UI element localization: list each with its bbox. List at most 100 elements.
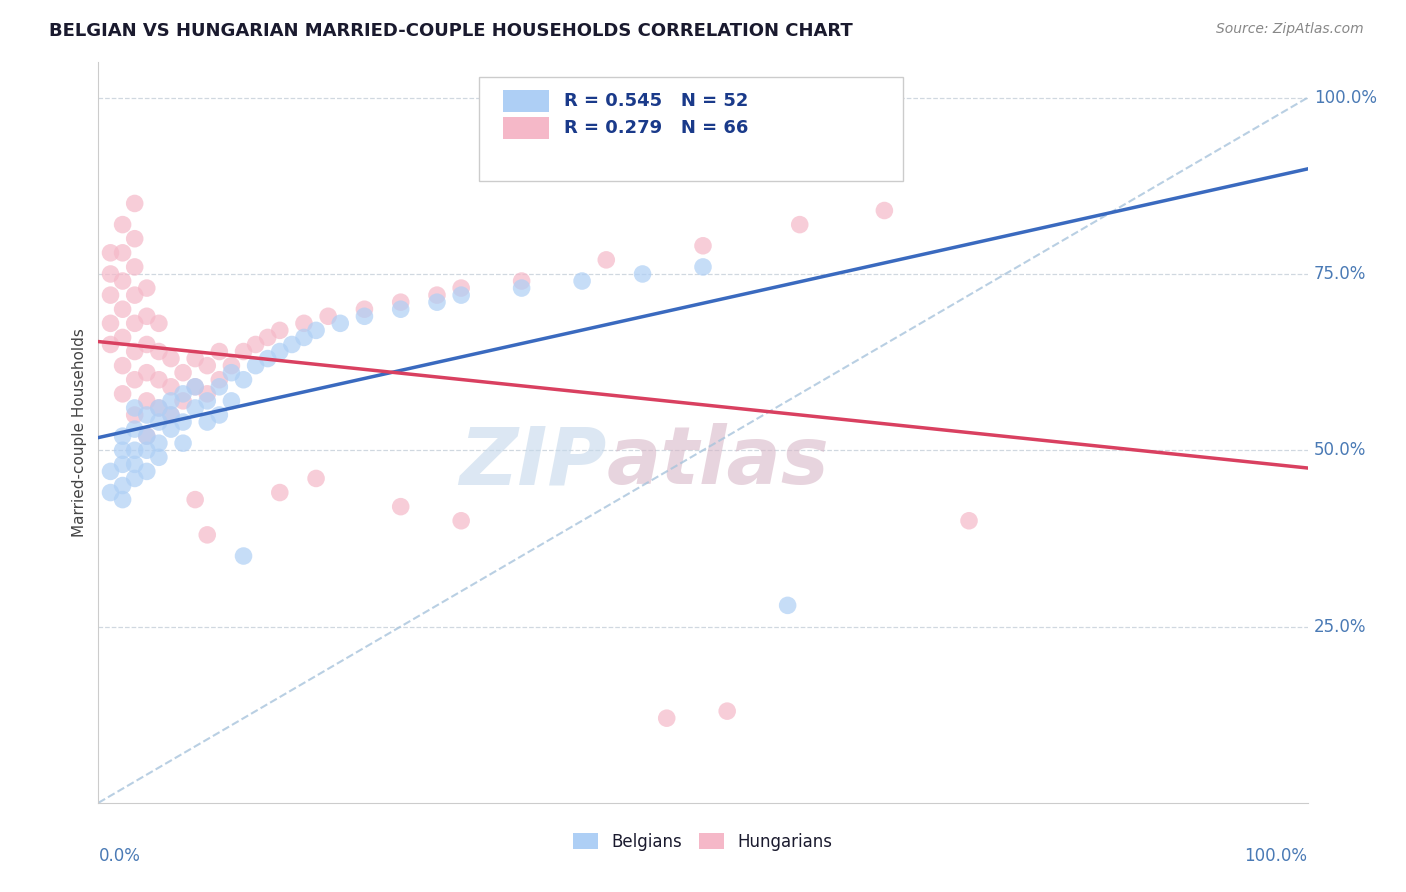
Point [450, 514, 472, 528]
Point [160, 408, 183, 422]
Point [184, 380, 207, 394]
Point [124, 344, 146, 359]
Point [111, 218, 134, 232]
Y-axis label: Married-couple Households: Married-couple Households [72, 328, 87, 537]
Point [305, 323, 328, 337]
Point [232, 373, 254, 387]
Text: 100.0%: 100.0% [1244, 847, 1308, 865]
Point [389, 500, 412, 514]
Point [124, 471, 146, 485]
Point [111, 274, 134, 288]
Point [135, 337, 157, 351]
Point [124, 260, 146, 274]
Point [631, 267, 654, 281]
Point [100, 288, 122, 302]
Point [111, 443, 134, 458]
Point [195, 393, 218, 408]
Point [135, 429, 157, 443]
Point [160, 393, 183, 408]
Point [195, 415, 218, 429]
Point [160, 422, 183, 436]
Point [148, 436, 170, 450]
Point [124, 373, 146, 387]
Point [389, 295, 412, 310]
Point [148, 450, 170, 465]
Point [195, 359, 218, 373]
Point [510, 274, 533, 288]
Point [716, 704, 738, 718]
Point [135, 443, 157, 458]
Point [172, 436, 194, 450]
Point [172, 366, 194, 380]
Point [184, 401, 207, 415]
Point [135, 429, 157, 443]
Point [184, 351, 207, 366]
Point [124, 316, 146, 330]
Point [510, 281, 533, 295]
Point [245, 337, 267, 351]
Point [292, 316, 315, 330]
Point [269, 344, 291, 359]
Point [124, 458, 146, 472]
Point [100, 245, 122, 260]
Point [353, 310, 375, 324]
Bar [503, 90, 550, 112]
Text: R = 0.545   N = 52: R = 0.545 N = 52 [564, 92, 748, 110]
Point [111, 492, 134, 507]
Point [148, 401, 170, 415]
Point [269, 323, 291, 337]
Point [221, 366, 243, 380]
Point [195, 387, 218, 401]
Point [148, 373, 170, 387]
Point [111, 478, 134, 492]
Point [776, 599, 799, 613]
Point [595, 252, 617, 267]
Point [329, 316, 352, 330]
Point [124, 401, 146, 415]
Point [655, 711, 678, 725]
Point [148, 401, 170, 415]
Point [148, 316, 170, 330]
Point [111, 458, 134, 472]
Point [208, 380, 231, 394]
Text: R = 0.279   N = 66: R = 0.279 N = 66 [564, 120, 748, 137]
Point [692, 260, 714, 274]
Point [184, 492, 207, 507]
Point [208, 408, 231, 422]
Point [221, 393, 243, 408]
Point [281, 337, 304, 351]
Text: 25.0%: 25.0% [1313, 617, 1367, 635]
Text: ZIP: ZIP [458, 423, 606, 501]
Point [957, 514, 980, 528]
Point [221, 359, 243, 373]
Point [208, 373, 231, 387]
Point [450, 288, 472, 302]
Text: 0.0%: 0.0% [98, 847, 141, 865]
Point [148, 415, 170, 429]
Point [111, 245, 134, 260]
Point [232, 344, 254, 359]
Point [124, 422, 146, 436]
Point [111, 387, 134, 401]
Point [789, 218, 811, 232]
Text: 50.0%: 50.0% [1313, 442, 1367, 459]
Point [111, 302, 134, 317]
Point [124, 443, 146, 458]
Point [208, 344, 231, 359]
Point [172, 393, 194, 408]
Point [873, 203, 896, 218]
Point [172, 415, 194, 429]
Point [100, 464, 122, 478]
Point [124, 196, 146, 211]
Bar [503, 117, 550, 139]
Point [135, 464, 157, 478]
Point [353, 302, 375, 317]
Point [135, 408, 157, 422]
Legend: Belgians, Hungarians: Belgians, Hungarians [567, 826, 839, 857]
Point [232, 549, 254, 563]
Point [426, 288, 449, 302]
Point [111, 429, 134, 443]
Text: 75.0%: 75.0% [1313, 265, 1367, 283]
Point [256, 330, 278, 344]
Point [100, 337, 122, 351]
